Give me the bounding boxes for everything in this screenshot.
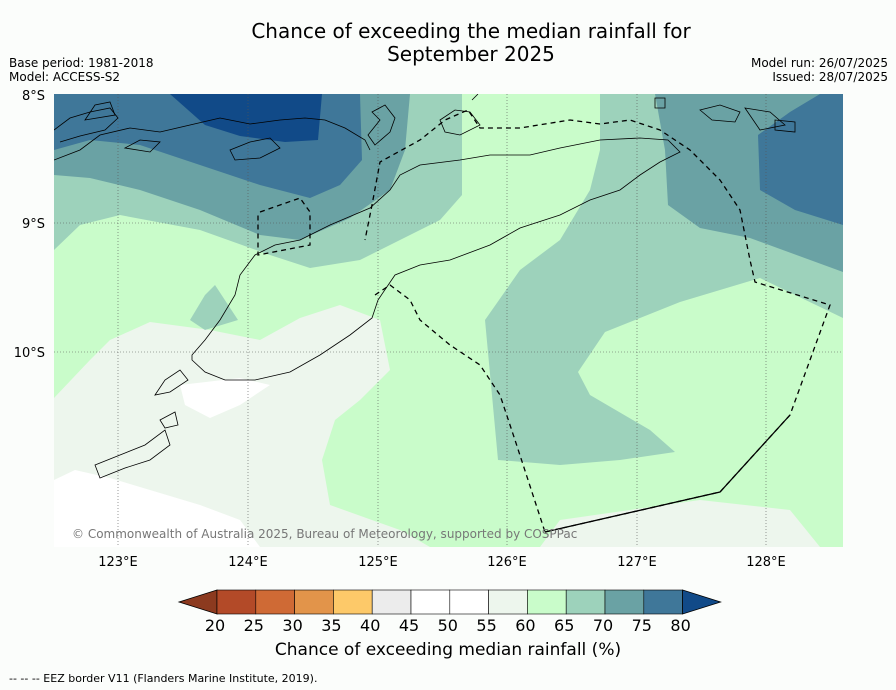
colorbar-tick-label: 70 [593,616,613,635]
colorbar-tick-label: 25 [244,616,264,635]
field-65-70-east [54,94,843,465]
lon-label-128e: 128°E [746,555,786,570]
meta-left: Base period: 1981-2018 Model: ACCESS-S2 [9,56,154,84]
colorbar-extend-low [177,589,218,615]
lat-label-10s: 10°S [14,346,45,361]
colorbar-cell [333,589,373,615]
coast-timor [191,137,681,381]
lat-label-8s: 8°S [22,89,45,104]
colorbar-cell [488,589,528,615]
coast-sawu [94,429,171,479]
coast-barbar [654,97,796,133]
colorbar: 20 25 30 35 40 45 50 55 60 65 70 75 80 [177,589,722,635]
lon-label-127e: 127°E [617,555,657,570]
colorbar-cell [255,589,295,615]
colorbar-cell [565,589,606,615]
coast-roti-islands [154,369,189,429]
colorbar-tick-label: 55 [476,616,496,635]
colorbar-tick-label: 60 [515,616,535,635]
colorbar-cell [527,589,567,615]
field-65-70-islet [190,285,238,330]
copyright-notice: © Commonwealth of Australia 2025, Bureau… [72,527,577,541]
field-50-55-southwest [54,470,260,547]
issued-date: Issued: 28/07/2025 [772,70,888,84]
coast-small-islands [84,101,281,161]
colorbar-title: Chance of exceeding median rainfall (%) [274,640,622,660]
coastlines [54,94,796,479]
lat-label-9s: 9°S [22,217,45,232]
field-75-80-east [758,94,843,225]
coast-wetar [439,94,481,136]
lon-label-123e: 123°E [98,555,138,570]
model-name: Model: ACCESS-S2 [9,70,121,84]
field-50-55-timor [180,378,270,418]
title-line-2: September 2025 [387,42,555,66]
base-period: Base period: 1981-2018 [9,56,154,70]
map-title: Chance of exceeding the median rainfall … [0,20,896,66]
field-above-80 [170,94,322,142]
colorbar-tick-label: 30 [282,616,302,635]
meta-right: Model run: 26/07/2025 Issued: 28/07/2025 [751,56,888,84]
colorbar-tick-label: 20 [205,616,225,635]
colorbar-extend-high [682,589,722,615]
colorbar-tick-label: 45 [399,616,419,635]
colorbar-cell [294,589,334,615]
eez-border-solid [544,414,791,533]
colorbar-tick-label: 40 [360,616,380,635]
lon-label-125e: 125°E [358,555,398,570]
colorbar-cell [371,589,412,615]
model-run: Model run: 26/07/2025 [750,56,888,70]
colorbar-tick-label: 75 [632,616,652,635]
eez-border [257,109,831,533]
colorbar-cell [216,589,257,615]
colorbar-cell [410,589,451,615]
axis-labels: 8°S 9°S 10°S 123°E 124°E 125°E 126°E 127… [14,89,786,570]
coast-alor [367,104,396,146]
colorbar-tick-label: 80 [670,616,690,635]
title-line-1: Chance of exceeding the median rainfall … [251,19,691,43]
colorbar-cell [643,589,683,615]
colorbar-cell [449,589,489,615]
probability-fields [54,94,843,547]
colorbar-cell [604,589,645,615]
colorbar-tick-label: 50 [438,616,458,635]
colorbar-tick-label: 35 [321,616,341,635]
lon-label-126e: 126°E [487,555,527,570]
lon-label-124e: 124°E [228,555,268,570]
colorbar-tick-label: 65 [554,616,574,635]
eez-note: -- -- -- EEZ border V11 (Flanders Marine… [9,672,318,685]
coast-flores [54,117,371,161]
